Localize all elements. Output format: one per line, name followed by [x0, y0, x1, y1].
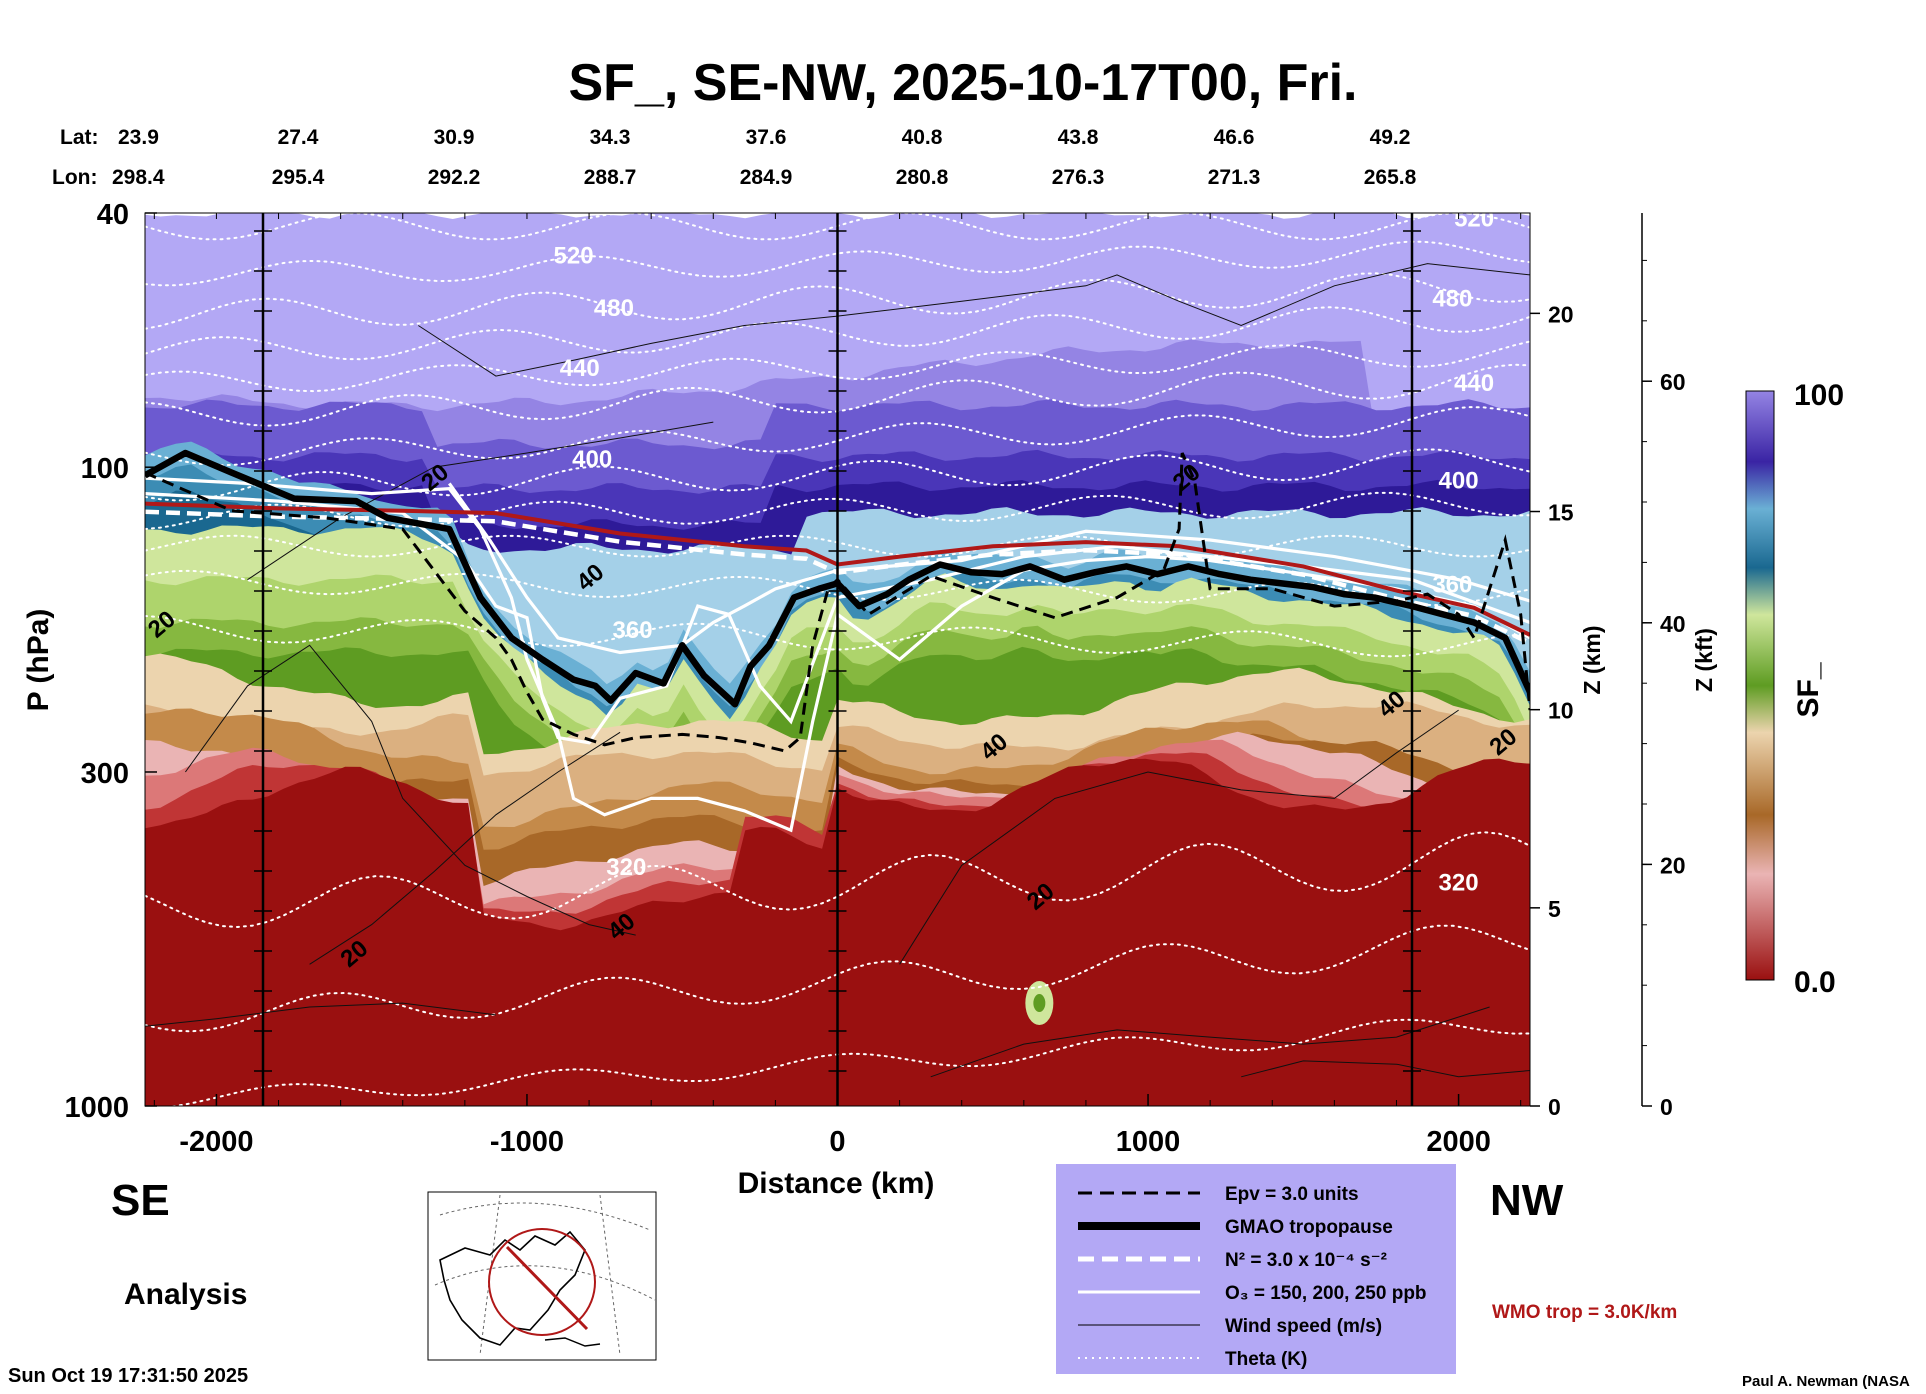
zkft-tick-label: 0	[1660, 1094, 1673, 1120]
y-tick-label: 300	[81, 758, 129, 790]
legend-box	[1056, 1164, 1456, 1374]
theta-contour	[145, 340, 1530, 393]
theta-contour	[145, 615, 1530, 658]
lat-value: 37.6	[746, 126, 787, 149]
colorbar-bottom-label: 0.0	[1794, 966, 1836, 999]
x-tick-label: 0	[829, 1126, 845, 1158]
sf-isolated-blob-core	[1033, 994, 1046, 1013]
lon-value: 292.2	[428, 166, 481, 189]
theta-contour-label: 520	[1454, 206, 1494, 233]
theta-contour-label: 360	[613, 617, 653, 644]
wind-speed-contours	[145, 263, 1530, 1078]
zkft-tick-label: 20	[1660, 852, 1686, 878]
y-axis-label: P (hPa)	[22, 609, 55, 712]
legend-epv-label: Epv = 3.0 units	[1225, 1184, 1359, 1205]
zkm-tick-label: 5	[1548, 896, 1561, 922]
plot-area: 5204804404003603205204804404003603202020…	[145, 206, 1530, 1106]
wind-contour	[1241, 1060, 1530, 1078]
lon-value: 284.9	[740, 166, 793, 189]
wind-contour	[247, 421, 714, 581]
y-tick-label: 100	[81, 453, 129, 485]
lat-value: 34.3	[590, 126, 631, 149]
legend-wind-label: Wind speed (m/s)	[1225, 1316, 1382, 1337]
zkm-tick-label: 15	[1548, 500, 1574, 526]
legend: Epv = 3.0 units GMAO tropopause N² = 3.0 x…	[1078, 1184, 1427, 1370]
theta-contour-label: 320	[1439, 870, 1479, 897]
analysis-label: Analysis	[124, 1278, 247, 1311]
lat-value: 43.8	[1058, 126, 1099, 149]
lat-value: 49.2	[1370, 126, 1411, 149]
lon-value: 295.4	[272, 166, 325, 189]
wind-contour	[145, 1002, 496, 1027]
reference-vertical-lines	[254, 213, 1421, 1106]
wind-contour	[418, 263, 1530, 377]
theta-contour-label: 400	[1439, 468, 1479, 495]
lat-row-label: Lat:	[60, 126, 99, 149]
zkm-tick-label: 0	[1548, 1094, 1561, 1120]
colorbar-top-label: 100	[1794, 379, 1844, 412]
se-label: SE	[111, 1176, 170, 1225]
theta-contour-label: 440	[560, 355, 600, 382]
x-tick-label: 2000	[1426, 1126, 1491, 1158]
wmo-note: WMO trop = 3.0K/km	[1492, 1302, 1677, 1323]
y-tick-label: 1000	[64, 1092, 129, 1124]
n2-line	[145, 509, 1530, 646]
zkm-tick-label: 10	[1548, 698, 1574, 724]
nw-label: NW	[1490, 1176, 1564, 1225]
legend-theta-label: Theta (K)	[1225, 1349, 1307, 1370]
colorbar-title: SF_	[1792, 662, 1825, 717]
lon-value: 288.7	[584, 166, 637, 189]
lat-lon-header: 23.9 27.4 30.9 34.3 37.6 40.8 43.8 46.6 49.2 298.…	[112, 126, 1417, 189]
lon-value: 276.3	[1052, 166, 1105, 189]
chart-title: SF_, SE-NW, 2025-10-17T00, Fri.	[569, 54, 1358, 112]
zkm-tick-label: 20	[1548, 301, 1574, 327]
lat-value: 30.9	[434, 126, 475, 149]
x-tick-label: 1000	[1116, 1126, 1181, 1158]
ozone-contour	[447, 482, 1530, 655]
theta-contour-label: 480	[1432, 285, 1472, 312]
theta-contour-label: 400	[572, 446, 612, 473]
gmao-tropopause-line	[145, 449, 1530, 708]
x-tick-label: -2000	[179, 1126, 253, 1158]
legend-tropopause-label: GMAO tropopause	[1225, 1217, 1393, 1238]
inset-map	[427, 1191, 657, 1361]
theta-contour	[145, 406, 1530, 467]
y-tick-label: 40	[97, 199, 129, 231]
ozone-contour	[145, 492, 1530, 745]
lat-value: 40.8	[902, 126, 943, 149]
wind-contour	[899, 709, 1459, 965]
zkft-tick-label: 60	[1660, 369, 1686, 395]
theta-contour-label: 440	[1454, 370, 1494, 397]
zkm-axis-label: Z (km)	[1579, 626, 1605, 695]
theta-contour-label: 360	[1432, 571, 1472, 598]
wind-contour	[184, 644, 636, 936]
x-tick-label: -1000	[490, 1126, 564, 1158]
lat-value: 46.6	[1214, 126, 1255, 149]
x-axis-label: Distance (km)	[738, 1167, 935, 1200]
lon-value: 280.8	[896, 166, 949, 189]
lat-value: 27.4	[278, 126, 319, 149]
theta-contour	[145, 272, 1530, 330]
lon-value: 298.4	[112, 166, 165, 189]
lon-value: 271.3	[1208, 166, 1261, 189]
lat-value: 23.9	[118, 126, 159, 149]
axes: -2000 -1000 0 1000 2000 40 100 300 1000 0 5 10 15 20 0…	[64, 199, 1685, 1158]
timestamp: Sun Oct 19 17:31:50 2025	[8, 1365, 248, 1387]
credit: Paul A. Newman (NASA	[1742, 1373, 1910, 1390]
wind-contour	[930, 1006, 1490, 1078]
theta-contour-label: 320	[606, 854, 646, 881]
theta-contour	[145, 831, 1530, 929]
wind-contour	[309, 731, 621, 965]
colorbar	[1745, 390, 1775, 981]
lon-value: 265.8	[1364, 166, 1417, 189]
theta-contour-label: 520	[554, 243, 594, 270]
theta-contour-label: 480	[594, 295, 634, 322]
lon-row-label: Lon:	[52, 166, 97, 189]
zkft-axis-label: Z (kft)	[1691, 628, 1717, 692]
legend-o3-label: O₃ = 150, 200, 250 ppb	[1225, 1283, 1427, 1304]
wmo-tropopause-line	[145, 501, 1530, 637]
legend-n2-label: N² = 3.0 x 10⁻⁴ s⁻²	[1225, 1250, 1387, 1271]
zkft-tick-label: 40	[1660, 611, 1686, 637]
